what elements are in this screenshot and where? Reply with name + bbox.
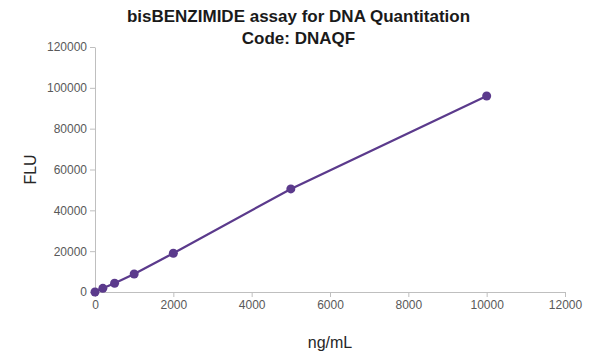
tick-label: 2000 <box>160 298 187 312</box>
marker <box>98 284 107 293</box>
title: bisBENZIMIDE assay for DNA Quantitation <box>127 7 470 26</box>
axis-line <box>95 48 96 293</box>
tick-mark <box>90 210 95 211</box>
marker <box>130 270 139 279</box>
tick-mark <box>90 170 95 171</box>
tick: 2000 <box>160 292 187 312</box>
tick-label: 100000 <box>47 81 87 95</box>
tick: 8000 <box>395 292 422 312</box>
tick-label: 0 <box>92 298 99 312</box>
tick: 6000 <box>317 292 344 312</box>
tick-mark <box>565 292 566 297</box>
tick: 20000 <box>54 245 95 259</box>
plot: 0200040006000800010000120000200004000060… <box>47 40 583 311</box>
tick-label: 6000 <box>317 298 344 312</box>
marker <box>286 184 295 193</box>
tick-label: 4000 <box>239 298 266 312</box>
chart: bisBENZIMIDE assay for DNA Quantitation C… <box>0 0 597 360</box>
tick-mark <box>252 292 253 297</box>
tick: 120000 <box>47 40 95 54</box>
tick-label: 60000 <box>54 163 88 177</box>
y-axis-title: FLU <box>22 154 39 184</box>
y-axis: 0 20000 40000 60000 80000 100000 120000 <box>47 40 96 299</box>
tick-label: 20000 <box>54 245 88 259</box>
subtitle: Code: DNAQF <box>242 29 355 48</box>
tick-mark <box>487 292 488 297</box>
marker <box>169 249 178 258</box>
tick-label: 120000 <box>47 40 87 54</box>
tick: 80000 <box>54 122 95 136</box>
tick-label: 10000 <box>470 298 504 312</box>
tick-mark <box>90 129 95 130</box>
tick-mark <box>90 47 95 48</box>
tick: 100000 <box>47 81 95 95</box>
series <box>91 92 492 297</box>
tick-mark <box>330 292 331 297</box>
marker <box>91 288 100 297</box>
tick-label: 80000 <box>54 122 88 136</box>
tick-label: 0 <box>80 285 87 299</box>
tick: 4000 <box>239 292 266 312</box>
tick-label: 40000 <box>54 204 88 218</box>
tick: 12000 <box>549 292 583 312</box>
line <box>95 96 487 292</box>
marker <box>482 92 491 101</box>
tick-label: 8000 <box>395 298 422 312</box>
tick: 10000 <box>470 292 504 312</box>
x-axis: 0 2000 4000 6000 8000 10000 12000 <box>92 292 582 312</box>
tick-mark <box>90 88 95 89</box>
tick-mark <box>173 292 174 297</box>
tick-mark <box>408 292 409 297</box>
tick-mark <box>90 251 95 252</box>
x-axis-title: ng/mL <box>308 334 353 351</box>
tick: 60000 <box>54 163 95 177</box>
tick-label: 12000 <box>549 298 583 312</box>
tick: 40000 <box>54 204 95 218</box>
marker <box>110 279 119 288</box>
